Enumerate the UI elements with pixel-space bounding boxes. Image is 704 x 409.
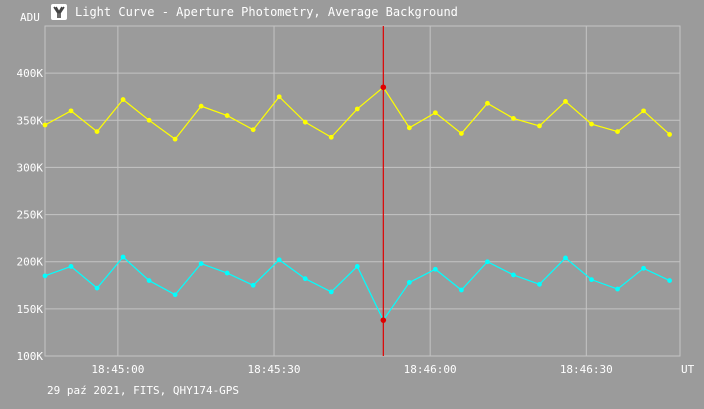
data-point [94,129,100,135]
data-point [485,100,490,106]
data-point [641,265,646,271]
chart-cursor-layer[interactable] [380,26,387,356]
title-bar: Light Curve - Aperture Photometry, Avera… [0,0,704,26]
data-point [172,136,178,142]
data-point [198,261,204,266]
data-point [354,106,360,112]
plot-frame [44,25,681,357]
data-point [146,278,152,283]
data-point [667,278,672,283]
y-tick-label: 200K [17,256,44,269]
data-point [224,113,230,118]
data-point [276,257,282,263]
data-point [250,127,256,133]
data-point [68,264,74,269]
data-point [511,272,516,278]
light-curve-chart[interactable]: ADU UT 100K 150K 200K 250K 300K 350K 400K 18:45… [0,0,704,380]
data-point [537,123,542,129]
y-tick-label: 150K [17,303,44,316]
data-point [68,108,74,114]
data-point [302,276,308,282]
data-point [120,97,126,102]
data-point [589,121,594,127]
data-point [224,270,230,276]
y-tick-label: 300K [17,161,44,174]
data-point [485,259,490,265]
y-tick-label: 100K [17,350,44,363]
data-point [406,125,412,131]
data-point [458,287,464,293]
data-point [172,292,178,298]
data-point [146,117,152,123]
chart-axis-labels: ADU UT 100K 150K 200K 250K 300K 350K 400K 18:45… [17,11,695,376]
x-tick-label: 18:45:30 [248,363,301,376]
data-point [432,110,438,116]
series-line-0 [44,86,670,140]
x-tick-label: 18:46:30 [560,363,613,376]
data-point [511,116,516,121]
y-tick-label: 350K [17,114,44,127]
data-point [563,99,568,104]
data-point [198,103,204,109]
data-point [250,282,256,288]
cursor-marker-comparison [380,317,387,323]
data-point [458,131,464,136]
data-point [615,129,620,135]
y-tick-label: 250K [17,209,44,222]
data-point [615,286,620,292]
telescope-icon [53,6,65,18]
observation-info: 29 paź 2021, FITS, QHY174-GPS [47,384,240,397]
telescope-app-icon[interactable] [51,4,67,20]
x-tick-label: 18:46:00 [404,363,457,376]
data-point [667,132,672,137]
y-axis-unit-label: ADU [20,11,40,24]
data-point [276,94,282,100]
cursor-marker-target [380,84,387,91]
data-point [354,264,360,269]
y-tick-label: 400K [17,67,44,80]
data-point [328,134,334,140]
chart-grid [44,25,681,357]
window-title: Light Curve - Aperture Photometry, Avera… [75,5,458,19]
data-point [537,281,542,287]
data-point [94,285,100,291]
data-point [641,108,646,114]
x-axis-unit-label: UT [681,363,695,376]
data-point [406,280,412,285]
data-point [120,254,126,260]
data-point [432,266,438,272]
data-point [589,277,594,283]
data-point [563,255,568,261]
data-point [328,289,334,295]
data-point [42,122,48,128]
data-point [302,119,308,125]
data-point [42,273,48,279]
x-tick-label: 18:45:00 [91,363,144,376]
